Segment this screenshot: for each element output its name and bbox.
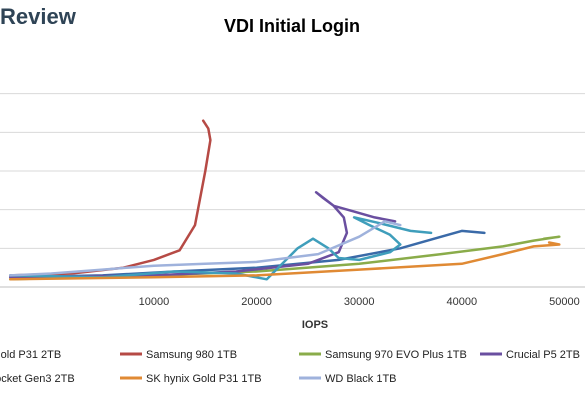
x-tick-label: 20000	[241, 296, 272, 308]
legend-label: nix Gold P31 2TB	[0, 349, 61, 361]
x-tick-label: 50000	[549, 296, 580, 308]
series-line-5	[9, 241, 561, 281]
x-tick-label: 40000	[447, 296, 478, 308]
series-line-6	[9, 220, 402, 277]
gridlines	[0, 93, 585, 288]
legend-label: Crucial P5 2TB	[506, 349, 580, 361]
x-tick-label: 30000	[344, 296, 375, 308]
legend-label: Samsung 970 EVO Plus 1TB	[325, 349, 467, 361]
legend-label: nt Rocket Gen3 2TB	[0, 373, 75, 385]
x-tick-label: 10000	[139, 296, 170, 308]
legend-label: WD Black 1TB	[325, 373, 397, 385]
legend-item[interactable]: WD Black 1TB	[299, 373, 397, 385]
legend-item[interactable]: Crucial P5 2TB	[480, 349, 580, 361]
legend-item[interactable]: Samsung 980 1TB	[120, 349, 237, 361]
x-axis-title: IOPS	[302, 319, 328, 331]
series-line-3	[9, 191, 397, 279]
legend-item[interactable]: SK hynix Gold P31 1TB	[120, 373, 262, 385]
legend-label: SK hynix Gold P31 1TB	[146, 373, 262, 385]
x-axis-ticks: 10000 20000 30000 40000 50000	[139, 296, 580, 308]
legend-item[interactable]: Samsung 970 EVO Plus 1TB	[299, 349, 467, 361]
legend-item[interactable]: nt Rocket Gen3 2TB	[0, 373, 75, 385]
brand-logo-text: Review	[0, 4, 76, 29]
chart-title: VDI Initial Login	[224, 16, 360, 36]
series-line-1	[9, 119, 212, 277]
legend-label: Samsung 980 1TB	[146, 349, 237, 361]
series-lines	[9, 119, 561, 281]
legend-item[interactable]: nix Gold P31 2TB	[0, 349, 61, 361]
legend[interactable]: nix Gold P31 2TB Samsung 980 1TB Samsung 9…	[0, 349, 580, 385]
series-line-4	[9, 216, 433, 281]
series-line-0	[9, 229, 486, 279]
